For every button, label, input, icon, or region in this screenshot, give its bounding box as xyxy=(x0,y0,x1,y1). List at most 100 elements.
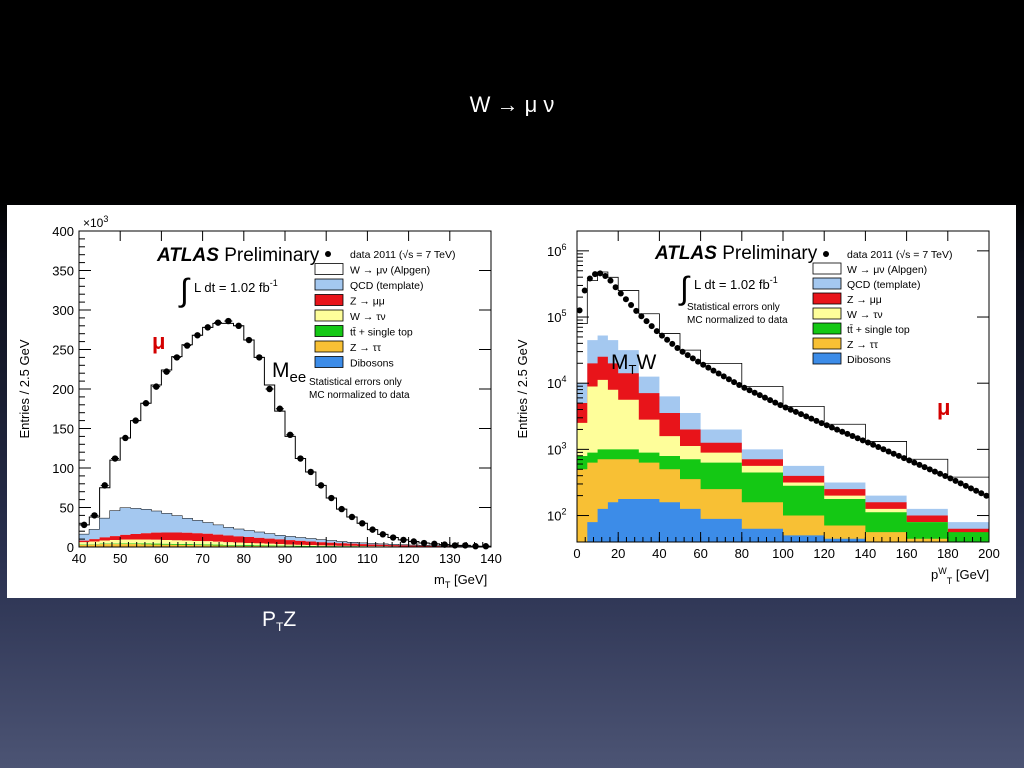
right-data-point xyxy=(849,433,856,440)
right-legend-label-dibosons: Dibosons xyxy=(847,354,891,366)
right-data-point xyxy=(916,461,923,468)
left-data-point xyxy=(276,405,284,412)
right-dibosons-band xyxy=(577,498,989,542)
left-data-point xyxy=(462,542,469,549)
left-data-point xyxy=(153,383,160,390)
left-legend-label-w_taunu: W → τν xyxy=(350,311,386,323)
right-integral-sign: ∫ xyxy=(678,270,691,306)
slide-title: W → μ ν xyxy=(469,92,555,117)
left-data-point xyxy=(338,505,345,513)
right-xtick-label: 20 xyxy=(611,546,625,561)
right-xtick-label: 200 xyxy=(978,546,1000,561)
right-data-point xyxy=(870,441,877,448)
right-legend-swatch-qcd xyxy=(812,277,842,290)
left-data-point xyxy=(101,482,108,489)
left-data-point xyxy=(111,455,119,462)
right-data-point xyxy=(906,457,913,464)
right-data-point xyxy=(854,435,861,442)
right-data-point xyxy=(864,439,871,446)
right-data-point xyxy=(576,307,583,314)
left-note-line2: MC normalized to data xyxy=(309,390,410,401)
left-xtick-label: 90 xyxy=(278,551,292,566)
right-data-point xyxy=(962,482,969,489)
right-xtick-label: 0 xyxy=(573,546,580,561)
left-data-point xyxy=(328,494,335,502)
right-note-line1: Statistical errors only xyxy=(687,302,780,313)
left-data-point xyxy=(410,538,417,545)
right-data-point xyxy=(957,480,964,487)
right-note-line2: MC normalized to data xyxy=(687,315,788,326)
right-data-point xyxy=(901,455,908,462)
left-xtick-label: 70 xyxy=(195,551,209,566)
right-data-point xyxy=(772,399,779,406)
caption-sub: T xyxy=(276,620,284,635)
left-data-point xyxy=(369,526,376,533)
right-data-point xyxy=(700,361,707,368)
right-data-point xyxy=(658,332,665,339)
right-xtick-label: 60 xyxy=(693,546,707,561)
left-legend-label-dibosons: Dibosons xyxy=(350,358,394,370)
right-data-point xyxy=(947,475,954,482)
right-data-point xyxy=(746,387,753,394)
right-data-point xyxy=(787,406,794,413)
right-data-point xyxy=(751,389,758,396)
left-data-point xyxy=(389,534,397,541)
left-xtick-label: 130 xyxy=(439,551,461,566)
left-data-point xyxy=(348,513,356,521)
right-legend-swatch-ttbar_single_top xyxy=(812,322,842,335)
left-data-point xyxy=(214,319,222,326)
right-legend-label-ttbar_single_top: tt̄ + single top xyxy=(847,324,910,336)
left-note-line1: Statistical errors only xyxy=(309,377,402,388)
right-data-point xyxy=(911,459,918,466)
right-data-point xyxy=(983,492,990,499)
right-legend-label-w_taunu: W → τν xyxy=(847,309,883,321)
right-data-point xyxy=(592,271,599,278)
bottom-caption: PTZ xyxy=(262,608,296,634)
right-xtick-label: 160 xyxy=(896,546,918,561)
right-data-point xyxy=(581,287,588,294)
left-data-point xyxy=(245,336,253,344)
caption-end: Z xyxy=(283,608,297,631)
right-data-point xyxy=(669,340,676,347)
left-legend-swatch-qcd xyxy=(314,278,344,291)
left-legend-swatch-w_taunu xyxy=(314,309,344,322)
left-data-point xyxy=(122,434,129,442)
left-data-point xyxy=(80,521,88,529)
right-legend-label-z_mumu: Z → μμ xyxy=(847,294,882,306)
left-data-point xyxy=(297,455,304,462)
figure-panel: 40 50 60 70 80 90 100 110 120 130 140 0 50 100 150 200 2… xyxy=(7,205,1016,598)
left-ytick-label: 250 xyxy=(52,343,74,358)
right-data-point xyxy=(689,355,696,362)
right-data-point xyxy=(674,345,681,352)
left-data-point xyxy=(359,520,366,527)
right-data-point xyxy=(653,328,660,335)
right-data-point xyxy=(803,413,810,420)
left-xtick-label: 110 xyxy=(357,551,378,566)
right-data-point xyxy=(761,394,768,401)
right-xtick-label: 80 xyxy=(735,546,749,561)
right-data-point xyxy=(808,415,815,422)
right-xtick-label: 40 xyxy=(652,546,666,561)
right-data-point xyxy=(792,408,799,415)
right-legend-label-w_signal: W → μν (Alpgen) xyxy=(847,264,927,276)
left-legend-data-marker xyxy=(325,251,331,257)
left-ttbar_single_top-hist xyxy=(79,543,491,547)
right-xtick-label: 140 xyxy=(855,546,877,561)
right-mu-annotation: μ xyxy=(937,395,950,420)
right-legend-data-marker xyxy=(823,251,829,257)
left-ytick-label: 150 xyxy=(52,422,74,437)
right-data-point xyxy=(715,370,722,377)
right-data-point xyxy=(978,490,985,497)
right-data-point xyxy=(895,452,902,459)
right-data-point xyxy=(607,277,614,284)
left-data-point xyxy=(451,542,459,549)
right-mtw-annotation: MTW xyxy=(611,351,656,377)
left-data-point xyxy=(256,354,263,361)
right-legend-swatch-z_tautau xyxy=(812,337,842,350)
left-xtick-label: 80 xyxy=(237,551,251,566)
right-data-point xyxy=(725,376,732,383)
right-data-point xyxy=(617,290,624,297)
left-legend-label-data: data 2011 (√s = 7 TeV) xyxy=(350,249,455,261)
right-data-point xyxy=(602,272,609,279)
right-data-point xyxy=(885,448,892,455)
